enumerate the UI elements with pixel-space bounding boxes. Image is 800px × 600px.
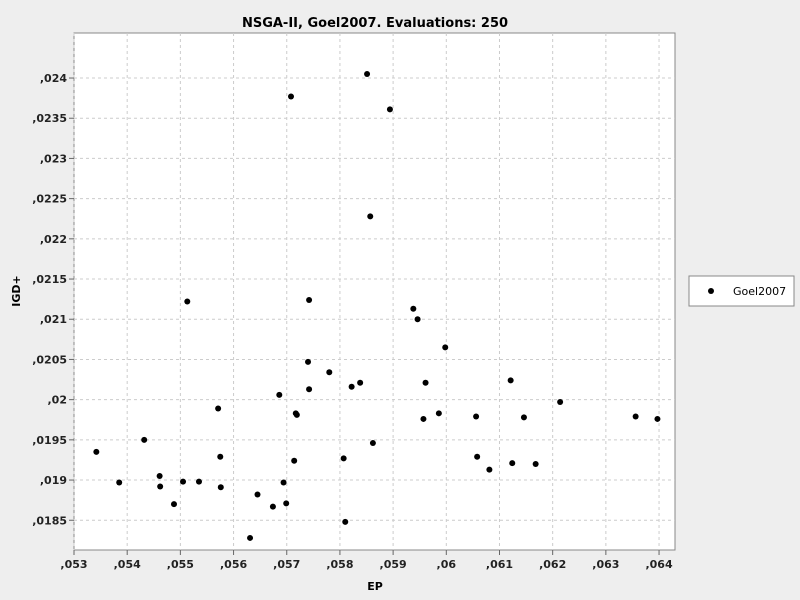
y-tick-label: ,0225 xyxy=(32,193,67,206)
data-point xyxy=(170,501,177,508)
data-point xyxy=(386,106,393,113)
data-point xyxy=(215,405,222,412)
data-point xyxy=(306,386,313,393)
data-point xyxy=(326,369,333,376)
x-tick-label: ,056 xyxy=(220,558,247,571)
data-point xyxy=(293,411,300,418)
data-point xyxy=(442,344,449,351)
x-tick-label: ,062 xyxy=(539,558,566,571)
data-point xyxy=(422,379,429,386)
y-tick-label: ,019 xyxy=(40,474,67,487)
data-point xyxy=(141,436,148,443)
data-point xyxy=(654,415,661,422)
x-tick-label: ,064 xyxy=(645,558,672,571)
data-point xyxy=(283,500,290,507)
x-axis-label: EP xyxy=(367,580,383,593)
data-point xyxy=(342,518,349,525)
data-point xyxy=(116,479,123,486)
y-tick-label: ,0185 xyxy=(32,514,67,527)
data-point xyxy=(532,460,539,467)
data-point xyxy=(364,71,371,78)
x-tick-label: ,061 xyxy=(486,558,513,571)
data-point xyxy=(420,415,427,422)
data-point xyxy=(632,413,639,420)
data-point xyxy=(473,413,480,420)
data-point xyxy=(93,448,100,455)
legend-marker xyxy=(708,288,714,294)
data-point xyxy=(507,377,514,384)
y-tick-label: ,02 xyxy=(48,394,68,407)
x-tick-label: ,055 xyxy=(167,558,194,571)
data-point xyxy=(474,453,481,460)
grid-lines xyxy=(73,33,675,550)
data-points xyxy=(93,71,661,541)
x-tick-label: ,054 xyxy=(114,558,141,571)
data-point xyxy=(156,473,163,480)
chart-title: NSGA-II, Goel2007. Evaluations: 250 xyxy=(242,16,508,31)
y-tick-label: ,022 xyxy=(40,233,67,246)
data-point xyxy=(357,379,364,386)
data-point xyxy=(217,453,224,460)
data-point xyxy=(269,503,276,510)
y-tick-label: ,0195 xyxy=(32,434,67,447)
y-tick-label: ,021 xyxy=(40,313,67,326)
x-tick-label: ,059 xyxy=(380,558,407,571)
x-tick-label: ,053 xyxy=(60,558,87,571)
data-point xyxy=(486,466,493,473)
data-point xyxy=(306,296,313,303)
legend-label: Goel2007 xyxy=(733,285,786,298)
data-point xyxy=(367,213,374,220)
x-tick-label: ,06 xyxy=(437,558,457,571)
y-axis-label: IGD+ xyxy=(10,275,23,306)
data-point xyxy=(340,455,347,462)
axes: ,053 ,054 ,055 ,056 ,057 ,058 ,059 ,06 ,061 ,062,… xyxy=(32,72,673,571)
data-point xyxy=(305,358,312,365)
y-tick-label: ,0235 xyxy=(32,112,67,125)
data-point xyxy=(254,491,261,498)
data-point xyxy=(287,93,294,100)
data-point xyxy=(247,534,254,541)
data-point xyxy=(280,479,287,486)
plot-area xyxy=(73,32,676,551)
data-point xyxy=(157,483,164,490)
y-tick-label: ,0205 xyxy=(32,353,67,366)
x-tick-label: ,057 xyxy=(273,558,300,571)
y-tick-label: ,023 xyxy=(40,152,67,165)
data-point xyxy=(509,460,516,467)
data-point xyxy=(184,298,191,305)
y-tick-label: ,024 xyxy=(40,72,67,85)
data-point xyxy=(414,316,421,323)
data-point xyxy=(520,414,527,421)
data-point xyxy=(276,391,283,398)
data-point xyxy=(410,305,417,312)
data-point xyxy=(557,399,564,406)
data-point xyxy=(291,457,298,464)
legend: Goel2007 xyxy=(688,275,795,307)
legend-box xyxy=(688,275,795,307)
data-point xyxy=(435,410,442,417)
y-tick-label: ,0215 xyxy=(32,273,67,286)
data-point xyxy=(217,484,224,491)
x-tick-label: ,063 xyxy=(592,558,619,571)
x-tick-label: ,058 xyxy=(326,558,353,571)
data-point xyxy=(348,383,355,390)
data-point xyxy=(180,478,187,485)
data-point xyxy=(195,478,202,485)
data-point xyxy=(369,440,376,447)
